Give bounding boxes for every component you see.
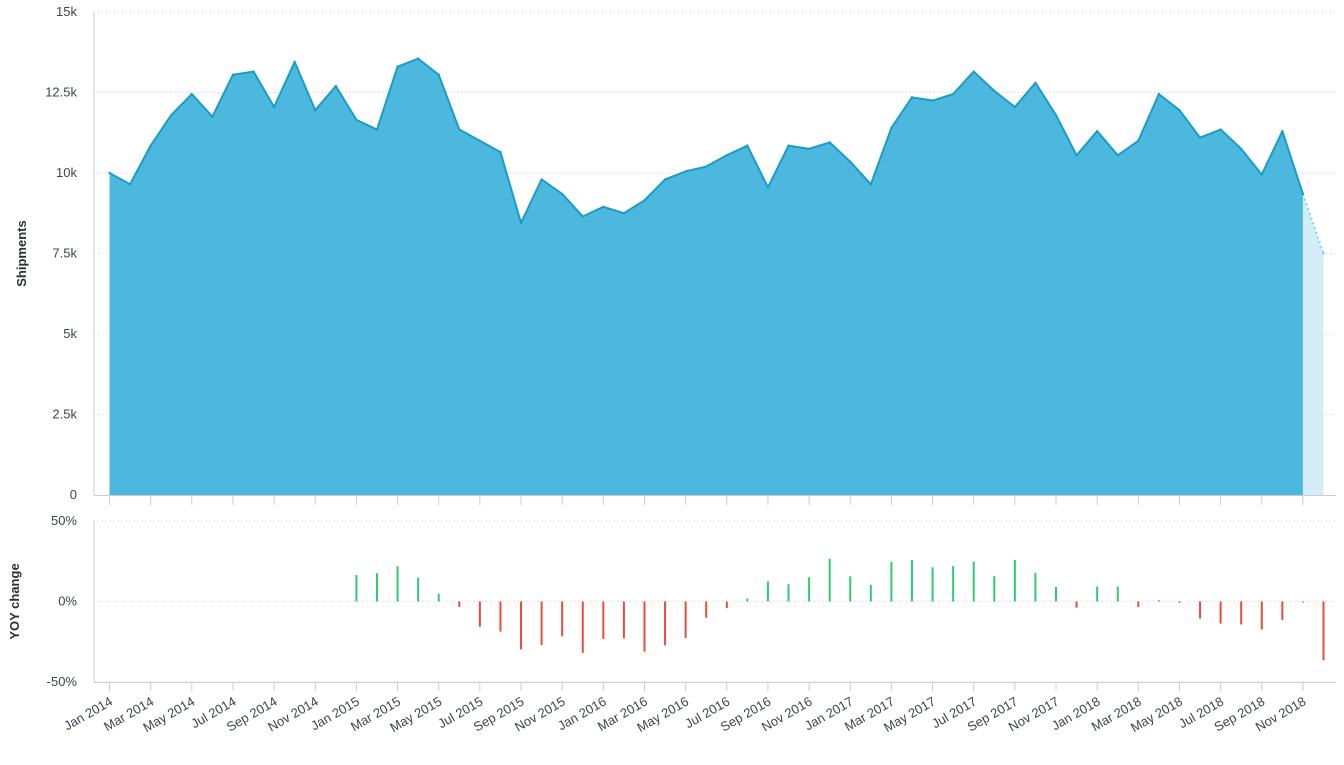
shipments-point — [416, 57, 420, 60]
shipments-point — [931, 99, 934, 102]
shipments-point — [746, 144, 749, 147]
shipments-point — [1075, 154, 1078, 157]
shipments-point — [910, 96, 914, 99]
shipments-projected-line — [1301, 193, 1325, 254]
shipments-point — [993, 89, 996, 93]
shipments-point — [293, 60, 296, 64]
yoy-y-tick-label: 0% — [58, 594, 77, 609]
shipments-point — [355, 118, 358, 122]
shipments-point — [314, 109, 317, 112]
shipments-point — [828, 141, 831, 144]
shipments-point — [643, 199, 646, 202]
shipments-point — [622, 212, 626, 215]
shipments-point — [1116, 154, 1119, 157]
shipments-point — [951, 92, 955, 96]
yoy-y-axis-title: YOY change — [7, 563, 22, 639]
shipments-point — [684, 170, 687, 173]
main-y-tick-label: 5k — [63, 326, 77, 341]
shipments-point — [540, 178, 543, 181]
main-y-axis-title: Shipments — [14, 220, 29, 286]
shipments-point — [149, 144, 152, 147]
shipments-point — [890, 126, 893, 130]
shipments-point — [211, 115, 214, 118]
shipments-point — [1219, 128, 1222, 131]
main-y-tick-label: 7.5k — [52, 246, 77, 261]
shipments-point — [807, 147, 811, 151]
shipments-point — [663, 178, 667, 181]
shipments-point — [705, 165, 708, 168]
shipments-point — [1034, 81, 1037, 85]
shipments-point — [478, 139, 482, 142]
shipments-point — [375, 128, 379, 131]
shipments-point — [1054, 113, 1058, 117]
shipments-point — [1281, 129, 1284, 133]
shipments-point — [252, 70, 255, 73]
shipments-point — [1178, 109, 1181, 112]
shipments-point — [1260, 173, 1263, 176]
yoy-y-tick-label: 50% — [51, 513, 77, 528]
main-y-tick-label: 10k — [56, 165, 77, 180]
main-y-tick-label: 0 — [70, 487, 77, 502]
shipments-point — [1198, 136, 1202, 139]
shipments-point — [1239, 147, 1243, 151]
shipments-point — [519, 221, 523, 225]
shipments-point — [1301, 192, 1305, 196]
shipments-point — [1322, 252, 1325, 255]
shipments-point — [560, 192, 564, 196]
shipments-point — [787, 144, 790, 147]
shipments-point — [170, 113, 173, 117]
shipments-point — [437, 73, 440, 76]
shipments-point — [766, 186, 770, 189]
shipments-point — [602, 205, 605, 209]
shipments-point — [272, 105, 276, 109]
shipments-point — [190, 92, 194, 96]
shipments-point — [972, 70, 975, 73]
shipments-point — [458, 128, 461, 131]
shipments-point — [499, 150, 502, 154]
shipments-point — [849, 160, 852, 163]
shipments-point — [108, 171, 111, 175]
main-y-tick-label: 12.5k — [45, 85, 77, 100]
shipments-point — [396, 65, 399, 68]
shipments-point — [334, 84, 338, 88]
shipments-point — [581, 215, 584, 218]
shipments-area — [109, 58, 1303, 495]
main-y-tick-label: 15k — [56, 4, 77, 19]
shipments-point — [1137, 139, 1140, 142]
shipments-point — [1095, 129, 1099, 133]
yoy-y-tick-label: -50% — [47, 674, 78, 689]
shipments-point — [1013, 105, 1017, 109]
shipments-projected-area — [1302, 193, 1324, 495]
main-y-tick-label: 2.5k — [52, 407, 77, 422]
shipments-point — [1157, 92, 1161, 96]
shipments-point — [128, 183, 132, 186]
shipments-point — [725, 154, 728, 157]
shipments-point — [231, 73, 235, 76]
shipments-point — [869, 183, 873, 186]
